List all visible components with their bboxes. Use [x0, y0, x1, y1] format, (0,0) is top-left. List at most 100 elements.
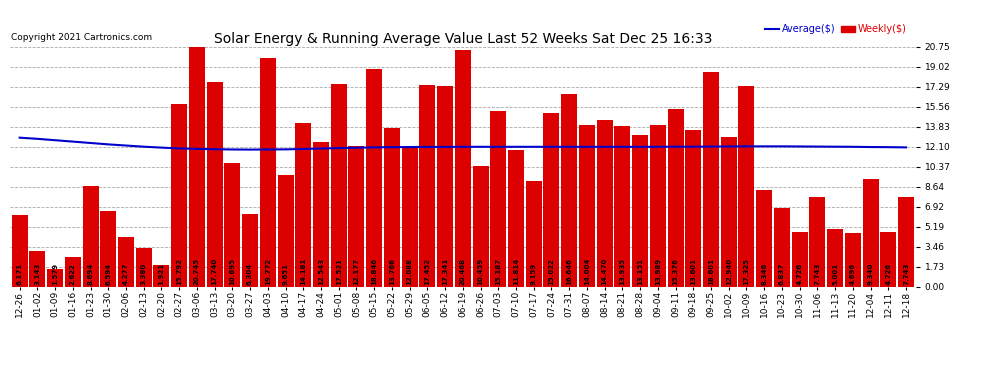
Text: 18.846: 18.846 — [371, 258, 377, 285]
Bar — [862, 179, 878, 287]
Bar — [810, 197, 826, 287]
Bar — [348, 146, 364, 287]
Bar — [82, 186, 99, 287]
Bar — [597, 120, 613, 287]
Text: Copyright 2021 Cartronics.com: Copyright 2021 Cartronics.com — [11, 33, 151, 42]
Bar — [313, 142, 329, 287]
Text: 14.470: 14.470 — [602, 258, 608, 285]
Bar — [526, 181, 542, 287]
Bar — [880, 232, 896, 287]
Text: 17.740: 17.740 — [212, 258, 218, 285]
Text: 9.159: 9.159 — [531, 263, 537, 285]
Bar — [153, 265, 169, 287]
Text: 6.837: 6.837 — [779, 263, 785, 285]
Bar — [490, 111, 506, 287]
Bar — [118, 237, 134, 287]
Text: 13.151: 13.151 — [638, 258, 644, 285]
Bar — [615, 126, 631, 287]
Text: 20.745: 20.745 — [194, 258, 200, 285]
Text: 13.935: 13.935 — [620, 258, 626, 285]
Text: 17.452: 17.452 — [425, 258, 431, 285]
Bar — [420, 85, 436, 287]
Text: 11.814: 11.814 — [513, 258, 519, 285]
Bar — [295, 123, 311, 287]
Bar — [171, 104, 187, 287]
Bar — [703, 72, 719, 287]
Text: 1.921: 1.921 — [158, 263, 164, 285]
Bar — [472, 166, 488, 287]
Title: Solar Energy & Running Average Value Last 52 Weeks Sat Dec 25 16:33: Solar Energy & Running Average Value Las… — [214, 32, 712, 46]
Text: 14.004: 14.004 — [584, 258, 590, 285]
Text: 5.001: 5.001 — [832, 263, 839, 285]
Text: 17.325: 17.325 — [743, 259, 749, 285]
Bar — [438, 86, 453, 287]
Bar — [685, 129, 701, 287]
Text: 4.726: 4.726 — [885, 263, 891, 285]
Text: 10.695: 10.695 — [230, 259, 236, 285]
Text: 2.622: 2.622 — [70, 264, 76, 285]
Text: 18.601: 18.601 — [708, 258, 714, 285]
Bar — [633, 135, 648, 287]
Text: 6.171: 6.171 — [17, 263, 23, 285]
Bar — [739, 87, 754, 287]
Text: 12.177: 12.177 — [353, 258, 359, 285]
Text: 14.181: 14.181 — [300, 258, 306, 285]
Text: 4.277: 4.277 — [123, 263, 129, 285]
Legend: Average($), Weekly($): Average($), Weekly($) — [760, 21, 911, 38]
Bar — [136, 248, 151, 287]
Bar — [454, 50, 471, 287]
Bar — [544, 113, 559, 287]
Bar — [65, 256, 81, 287]
Bar — [402, 147, 418, 287]
Text: 15.022: 15.022 — [548, 259, 554, 285]
Text: 7.743: 7.743 — [815, 263, 821, 285]
Bar — [48, 268, 63, 287]
Text: 20.468: 20.468 — [459, 258, 466, 285]
Text: 1.579: 1.579 — [52, 263, 58, 285]
Bar — [649, 125, 666, 287]
Bar — [898, 197, 914, 287]
Text: 13.601: 13.601 — [690, 258, 696, 285]
Bar — [756, 190, 772, 287]
Text: 19.772: 19.772 — [265, 258, 271, 285]
Bar — [259, 58, 276, 287]
Text: 15.187: 15.187 — [495, 258, 501, 285]
Bar — [30, 251, 46, 287]
Bar — [667, 109, 683, 287]
Bar — [12, 216, 28, 287]
Bar — [243, 214, 258, 287]
Text: 17.341: 17.341 — [443, 258, 448, 285]
Text: 3.143: 3.143 — [35, 263, 41, 285]
Text: 9.651: 9.651 — [282, 264, 288, 285]
Text: 13.766: 13.766 — [389, 259, 395, 285]
Text: 12.088: 12.088 — [407, 258, 413, 285]
Bar — [792, 232, 808, 287]
Bar — [189, 47, 205, 287]
Text: 6.594: 6.594 — [105, 263, 111, 285]
Text: 9.340: 9.340 — [867, 263, 873, 285]
Text: 3.380: 3.380 — [141, 263, 147, 285]
Text: 13.989: 13.989 — [654, 258, 660, 285]
Text: 12.940: 12.940 — [726, 258, 732, 285]
Text: 15.376: 15.376 — [672, 259, 678, 285]
Text: 4.726: 4.726 — [797, 263, 803, 285]
Text: 10.459: 10.459 — [477, 258, 483, 285]
Bar — [508, 150, 524, 287]
Text: 4.696: 4.696 — [849, 263, 855, 285]
Text: 12.543: 12.543 — [318, 258, 324, 285]
Bar — [721, 137, 737, 287]
Bar — [384, 128, 400, 287]
Text: 7.743: 7.743 — [903, 263, 909, 285]
Bar — [774, 208, 790, 287]
Text: 6.304: 6.304 — [248, 263, 253, 285]
Text: 8.694: 8.694 — [87, 263, 94, 285]
Text: 15.792: 15.792 — [176, 259, 182, 285]
Bar — [561, 94, 577, 287]
Bar — [827, 229, 843, 287]
Bar — [207, 82, 223, 287]
Bar — [225, 163, 241, 287]
Text: 8.346: 8.346 — [761, 263, 767, 285]
Bar — [100, 211, 116, 287]
Text: 17.521: 17.521 — [336, 259, 342, 285]
Bar — [366, 69, 382, 287]
